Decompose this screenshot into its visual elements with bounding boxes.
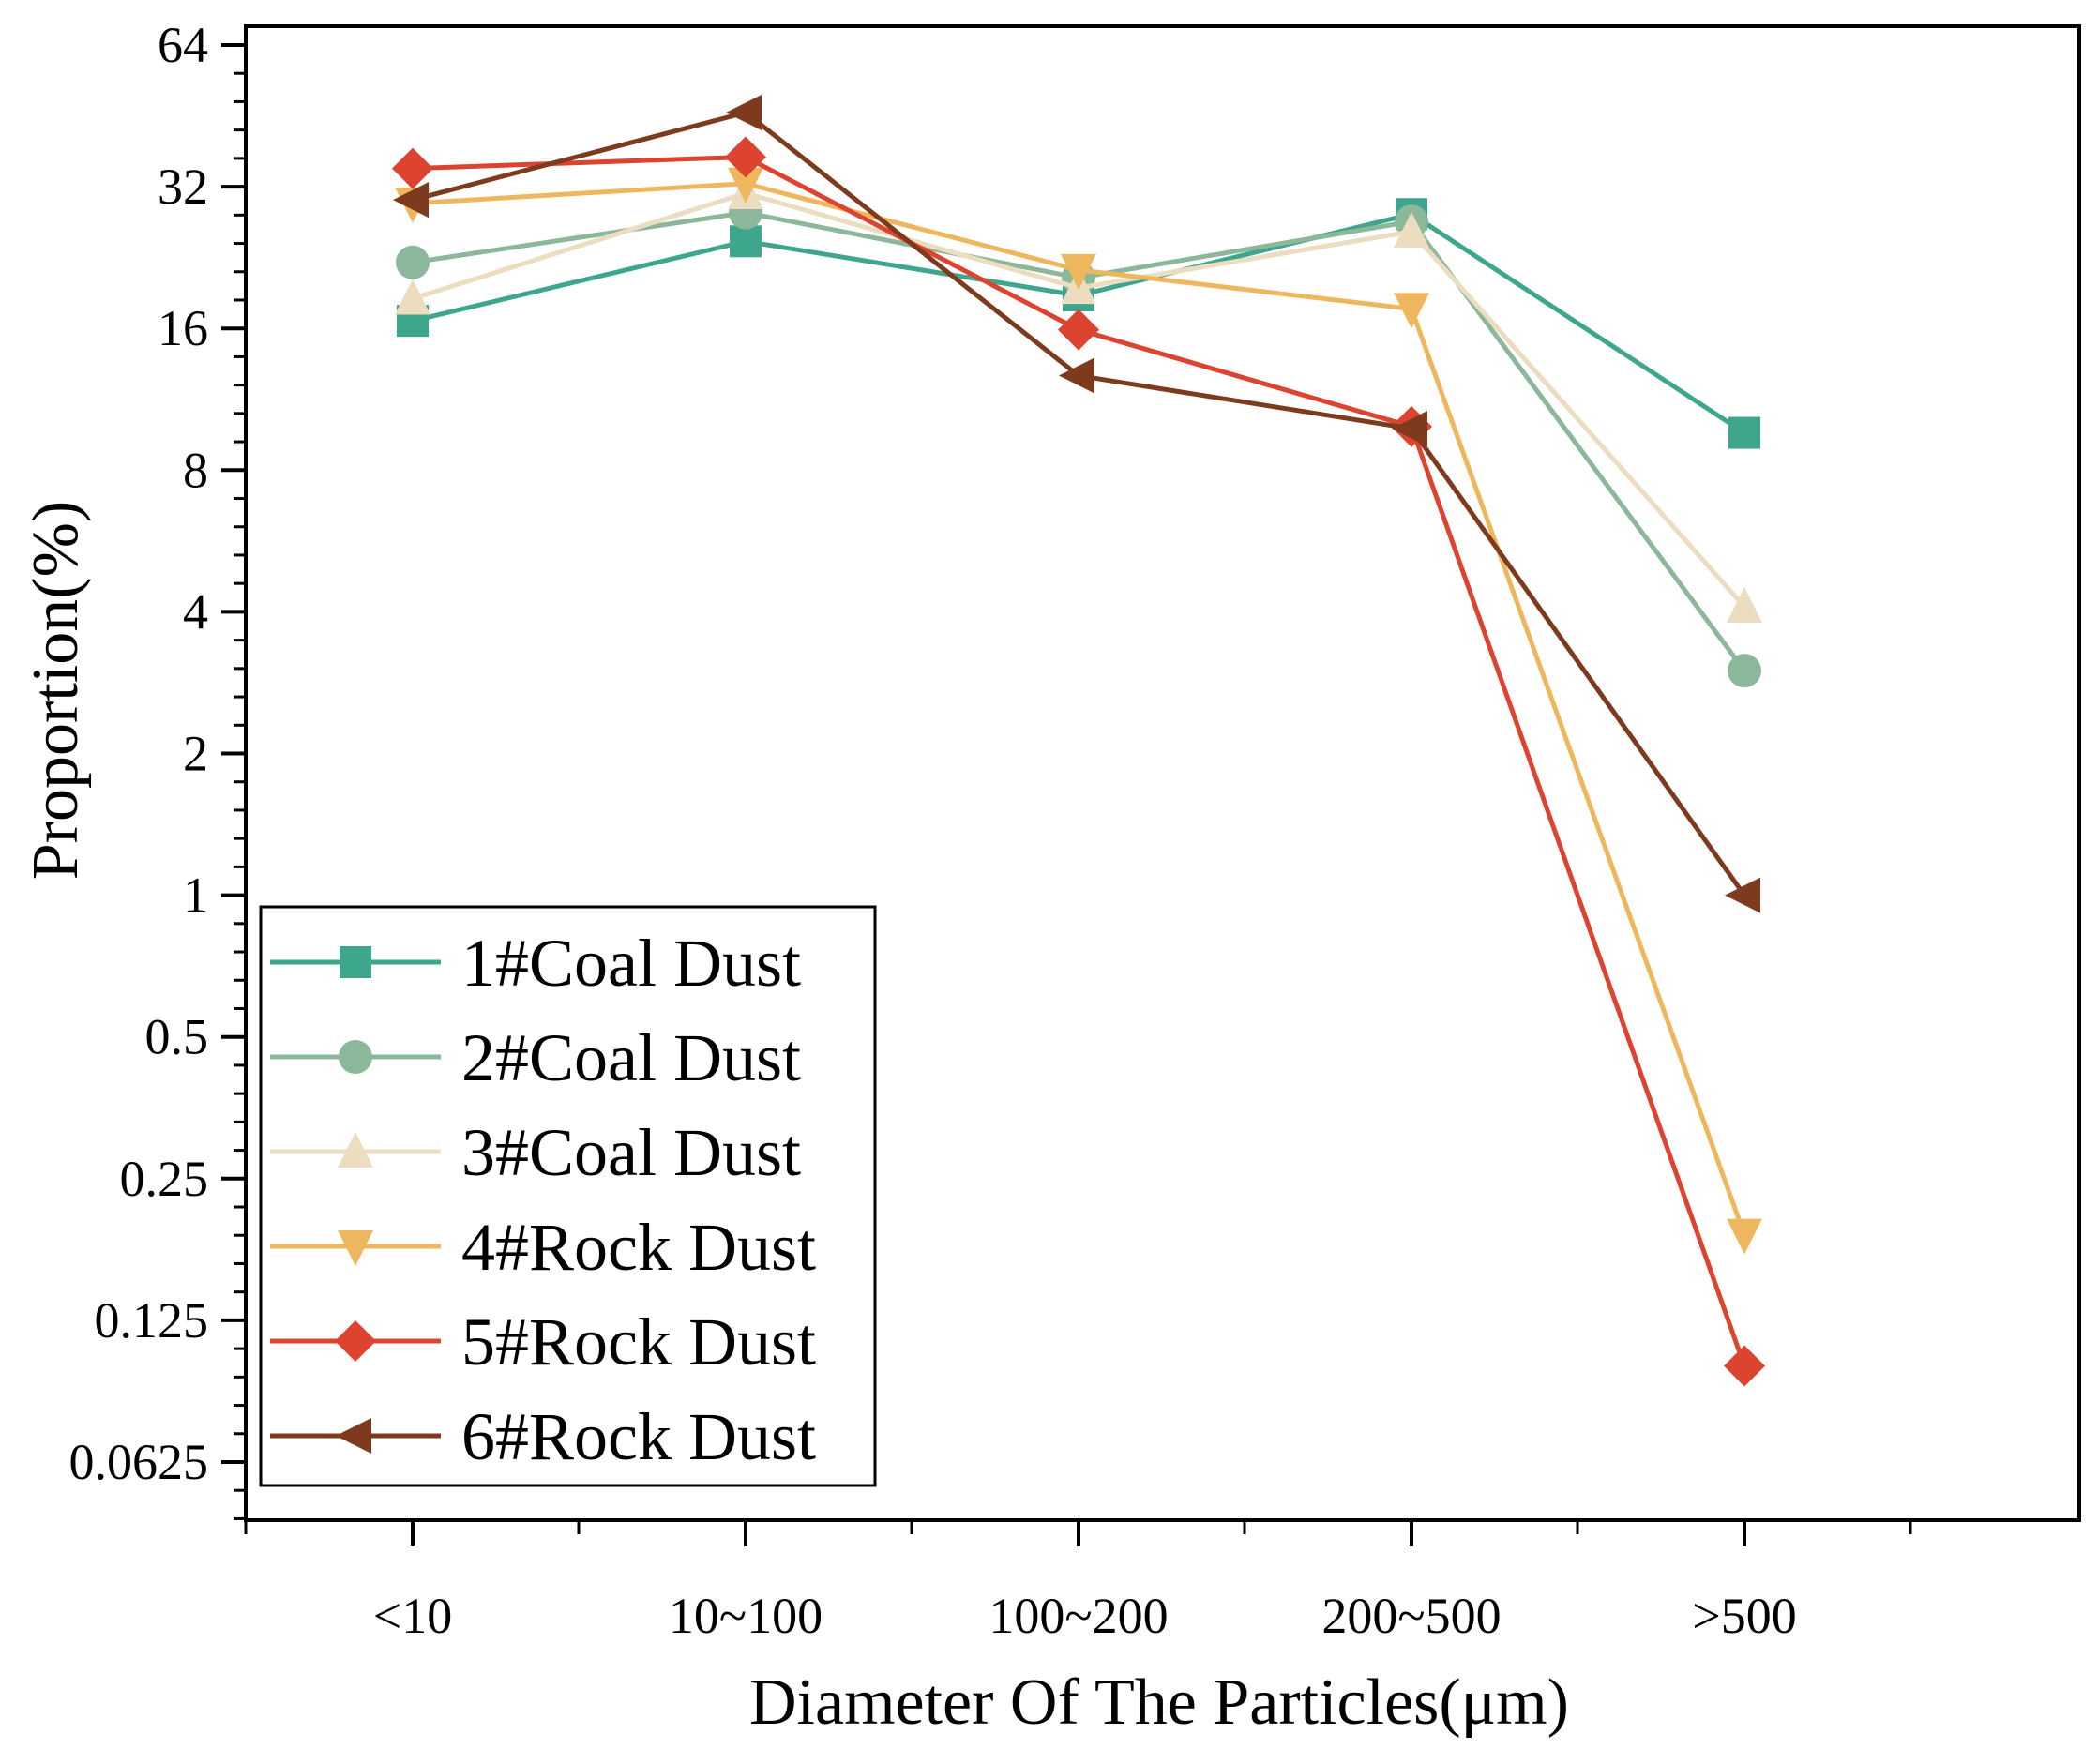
- x-tick-label: 100~200: [989, 1588, 1168, 1644]
- data-point: [393, 182, 429, 219]
- y-tick-label: 32: [158, 158, 208, 215]
- data-point: [1727, 587, 1762, 624]
- data-point: [730, 225, 762, 258]
- y-tick-label: 16: [158, 300, 208, 356]
- data-point: [1727, 1218, 1762, 1255]
- y-tick-label: 0.5: [145, 1009, 209, 1065]
- x-axis-title: Diameter Of The Particles(μm): [749, 1666, 1569, 1739]
- legend-marker: [335, 1320, 376, 1362]
- y-tick-label: 64: [158, 17, 208, 73]
- data-point: [396, 245, 430, 279]
- series-6: [393, 94, 1760, 913]
- legend-marker: [340, 946, 371, 978]
- data-point: [1724, 1345, 1765, 1387]
- legend-marker: [338, 1230, 373, 1266]
- series-line: [412, 110, 1747, 897]
- data-point: [1392, 411, 1427, 447]
- x-tick-label: >500: [1692, 1588, 1796, 1644]
- legend-label: 2#Coal Dust: [461, 1020, 801, 1095]
- legend-label: 3#Coal Dust: [461, 1115, 801, 1190]
- data-point: [392, 147, 433, 189]
- y-tick-label: 8: [183, 442, 208, 498]
- data-point: [1394, 211, 1429, 248]
- legend-marker: [336, 1418, 371, 1454]
- y-tick-label: 4: [183, 583, 208, 640]
- legend-label: 5#Rock Dust: [461, 1304, 816, 1380]
- series-layer: [392, 94, 1765, 1387]
- data-point: [395, 279, 430, 315]
- legend-marker: [338, 1132, 373, 1168]
- plot-frame: [244, 24, 2081, 1522]
- y-tick-label: 0.25: [120, 1151, 209, 1207]
- legend-label: 4#Rock Dust: [461, 1210, 816, 1285]
- data-point: [1728, 416, 1760, 449]
- data-point: [725, 136, 766, 178]
- y-tick-label: 0.0625: [69, 1434, 209, 1490]
- legend-box: [259, 905, 877, 1487]
- data-point: [1061, 253, 1096, 290]
- y-axis-title: Proportion(%): [20, 501, 92, 880]
- data-point: [1394, 293, 1429, 329]
- data-point: [1728, 654, 1761, 688]
- series-3: [395, 173, 1762, 624]
- legend-marker: [339, 1040, 372, 1074]
- legend-label: 6#Rock Dust: [461, 1399, 816, 1474]
- y-tick-label: 0.125: [95, 1292, 209, 1349]
- data-point: [1725, 877, 1760, 913]
- x-tick-label: <10: [373, 1588, 452, 1644]
- y-tick-label: 1: [183, 867, 208, 924]
- x-tick-label: 200~500: [1321, 1588, 1501, 1644]
- data-point: [728, 167, 763, 204]
- data-point: [1058, 309, 1099, 351]
- data-point: [1059, 357, 1094, 394]
- data-point: [726, 94, 762, 130]
- y-tick-label: 2: [183, 726, 208, 782]
- legend-label: 1#Coal Dust: [461, 926, 801, 1001]
- x-tick-label: 10~100: [669, 1588, 823, 1644]
- axes-layer: 64 32 16 8 4 2 1 0.5 0.25 0.125 0.0625 <10 10~100 100…: [69, 17, 2081, 1644]
- legend: 1#Coal Dust 2#Coal Dust 3#Coal Dust 4#Rock …: [259, 905, 877, 1487]
